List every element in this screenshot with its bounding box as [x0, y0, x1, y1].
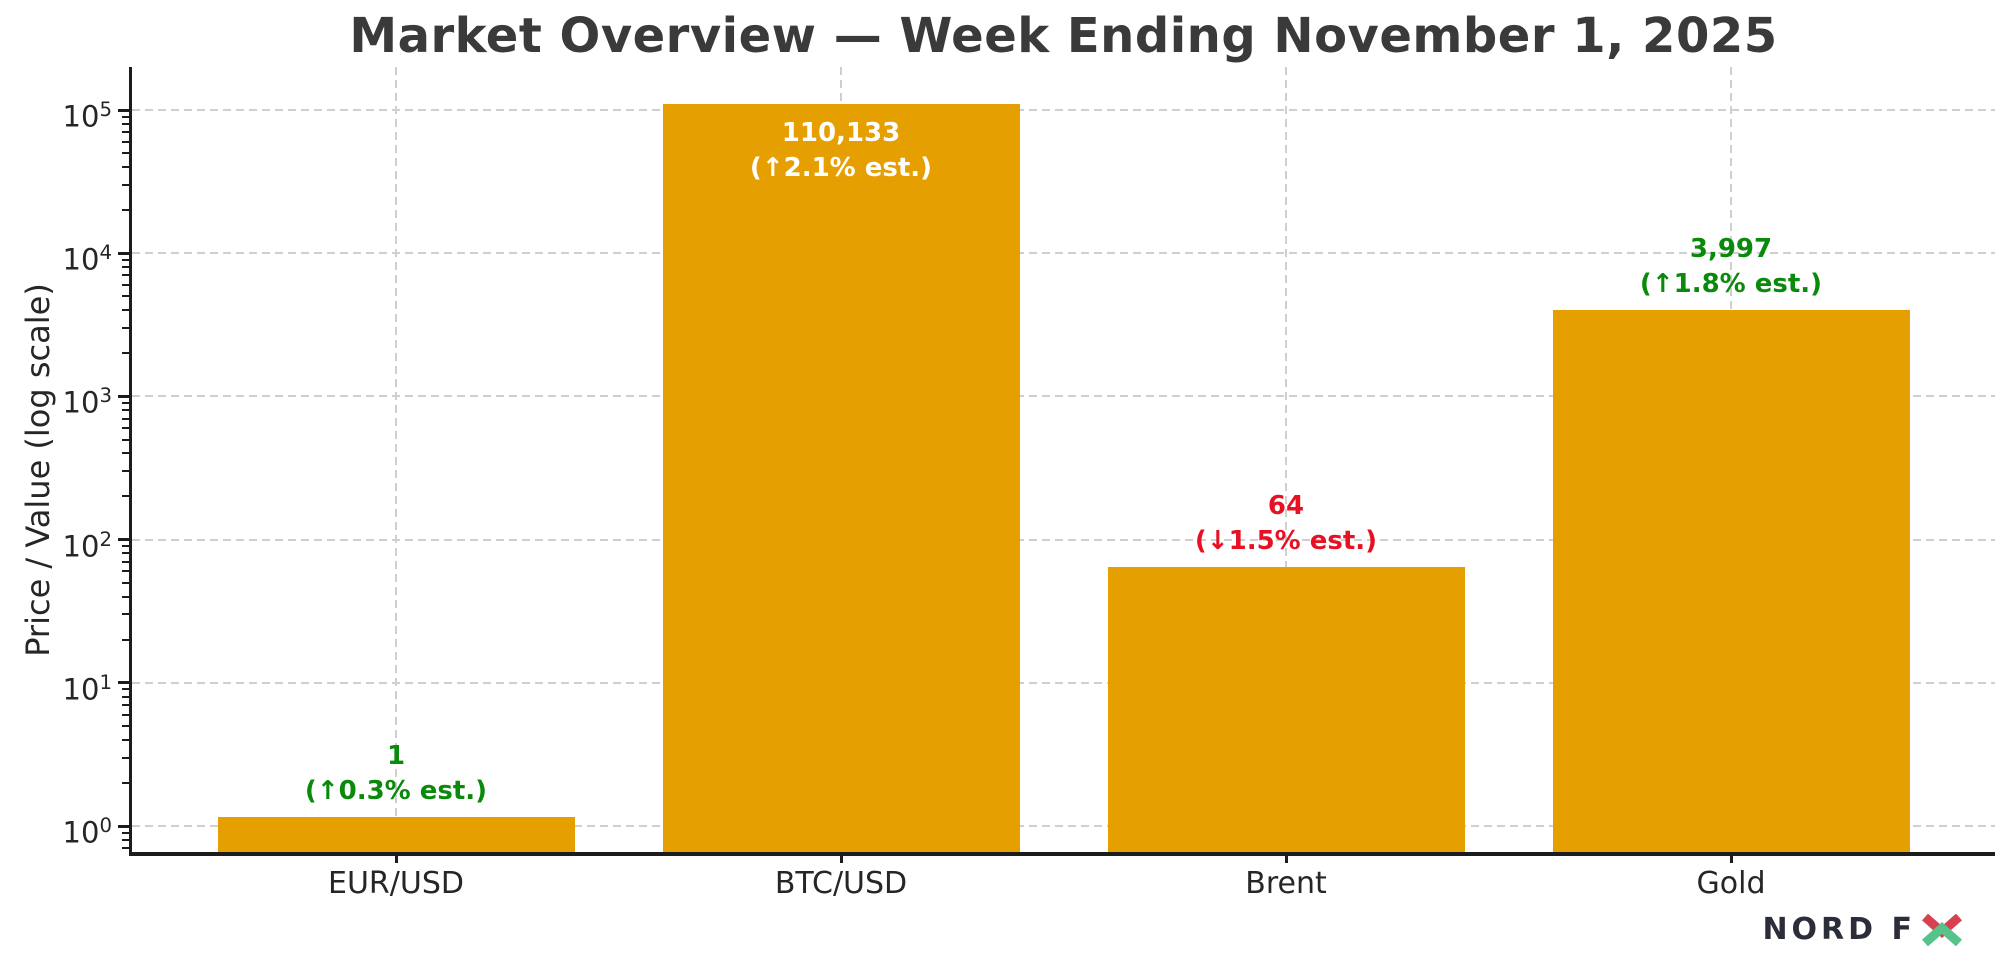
bar-value-text: 3,997: [1689, 234, 1773, 265]
y-minor-tick: [122, 781, 129, 784]
bar-value-label: 64 (↓1.5% est.): [1195, 489, 1377, 559]
v-gridline: [1285, 67, 1287, 852]
x-tick: [839, 854, 843, 863]
y-minor-tick: [122, 695, 129, 698]
h-gridline: [132, 395, 1995, 398]
y-minor-tick: [122, 152, 129, 155]
y-minor-tick: [122, 401, 129, 404]
nordfx-x-icon: [1922, 913, 1962, 946]
y-tick: [118, 394, 129, 398]
x-tick: [1729, 854, 1733, 863]
bar-change-text: (↑0.3% est.): [304, 775, 488, 806]
nordfx-logo-text: NORD F: [1762, 912, 1916, 947]
y-tick: [118, 108, 129, 112]
y-minor-tick: [122, 545, 129, 548]
y-minor-tick: [122, 209, 129, 212]
y-minor-tick: [122, 495, 129, 498]
y-minor-tick: [122, 165, 129, 168]
y-minor-tick: [122, 266, 129, 269]
y-minor-tick: [122, 140, 129, 143]
h-gridline: [132, 252, 1995, 255]
x-tick-label: BTC/USD: [774, 866, 908, 901]
y-minor-tick: [122, 703, 129, 706]
y-axis-label: Price / Value (log scale): [19, 283, 57, 657]
y-minor-tick: [122, 581, 129, 584]
bar-value-text: 1: [386, 740, 406, 771]
y-tick-label: 102: [62, 527, 112, 564]
y-minor-tick: [122, 638, 129, 641]
plot-area: 100 101 102 103 104 105 1 (↑0.3% est.) EUR/USD 11…: [63, 67, 1995, 901]
nordfx-logo: NORD F: [1762, 912, 1962, 947]
bar-gold: [1552, 310, 1910, 852]
bar-value-label: 1 (↑0.3% est.): [305, 739, 487, 809]
y-minor-tick: [122, 724, 129, 727]
y-minor-tick: [122, 595, 129, 598]
y-minor-tick: [122, 327, 129, 330]
y-minor-tick: [122, 427, 129, 430]
y-minor-tick: [122, 847, 129, 850]
y-tick-label: 105: [62, 98, 112, 134]
y-minor-tick: [122, 560, 129, 563]
y-axis-spine: [129, 67, 132, 856]
x-tick-label: Brent: [1245, 866, 1327, 901]
y-minor-tick: [122, 831, 129, 834]
y-minor-tick: [122, 122, 129, 125]
y-minor-tick: [122, 115, 129, 118]
bar-btc-usd: [662, 103, 1020, 852]
bar-eur-usd: [217, 816, 575, 852]
y-tick-label: 101: [62, 670, 112, 707]
y-minor-tick: [122, 417, 129, 420]
x-tick: [1284, 854, 1288, 863]
h-gridline: [132, 109, 1995, 111]
y-tick-label: 103: [62, 384, 112, 421]
y-minor-tick: [122, 438, 129, 441]
y-minor-tick: [122, 295, 129, 298]
x-tick-label: EUR/USD: [328, 866, 464, 901]
y-minor-tick: [122, 470, 129, 473]
y-minor-tick: [122, 131, 129, 134]
y-minor-tick: [122, 452, 129, 455]
h-gridline: [132, 825, 1995, 827]
x-axis-spine: [129, 852, 1995, 856]
bar-value-label: 3,997 (↑1.8% est.): [1640, 232, 1822, 302]
y-minor-tick: [122, 756, 129, 759]
y-minor-tick: [122, 258, 129, 261]
y-tick: [118, 681, 129, 685]
y-tick-label: 104: [62, 241, 112, 277]
y-minor-tick: [122, 352, 129, 355]
y-minor-tick: [122, 570, 129, 573]
y-minor-tick: [122, 713, 129, 716]
y-minor-tick: [122, 688, 129, 691]
y-minor-tick: [122, 409, 129, 412]
y-tick: [118, 251, 129, 255]
bar-brent: [1107, 567, 1465, 852]
y-minor-tick: [122, 613, 129, 616]
y-minor-tick: [122, 309, 129, 312]
y-tick-label: 100: [62, 814, 112, 850]
x-tick: [394, 854, 398, 863]
v-gridline: [395, 67, 397, 852]
y-minor-tick: [122, 183, 129, 186]
chart-title: Market Overview — Week Ending November 1…: [349, 8, 1778, 64]
bar-value-text: 64: [1267, 491, 1305, 522]
h-gridline: [132, 681, 1995, 684]
bar-change-text: (↑2.1% est.): [749, 152, 933, 183]
y-minor-tick: [122, 274, 129, 277]
y-tick: [118, 538, 129, 542]
y-minor-tick: [122, 283, 129, 286]
y-minor-tick: [122, 552, 129, 555]
x-tick-label: Gold: [1696, 866, 1766, 901]
y-minor-tick: [122, 738, 129, 741]
y-minor-tick: [122, 838, 129, 841]
y-tick: [118, 824, 129, 828]
bar-change-text: (↑1.8% est.): [1639, 269, 1823, 300]
h-gridline: [132, 538, 1995, 541]
bar-change-text: (↓1.5% est.): [1194, 526, 1378, 557]
bar-value-label: 110,133 (↑2.1% est.): [750, 116, 932, 186]
bar-value-text: 110,133: [781, 117, 901, 148]
